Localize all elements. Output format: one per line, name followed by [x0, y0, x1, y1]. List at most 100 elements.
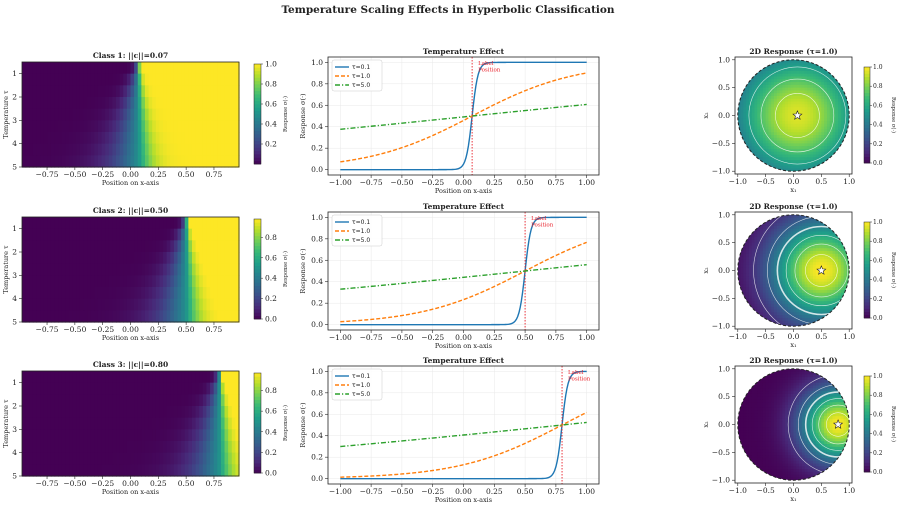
- heatmap-cell: [235, 287, 240, 300]
- disk-cell: [824, 234, 828, 238]
- disk-cell: [748, 82, 753, 86]
- disk-cell: [743, 162, 747, 167]
- disk-cell: [765, 90, 769, 94]
- colorbar-frame: [863, 66, 871, 164]
- heatmap-cell: [228, 85, 233, 98]
- heatmap-cell: [152, 394, 157, 407]
- disk-cell: [832, 165, 836, 169]
- heatmap-cell: [101, 310, 106, 323]
- heatmap-cell: [87, 108, 92, 121]
- disk-cell: [793, 70, 797, 75]
- disk-cell: [762, 146, 767, 150]
- disk-cell: [793, 162, 797, 167]
- colorbar-segment: [864, 70, 870, 74]
- heatmap-cell: [22, 298, 27, 311]
- disk-cell: [762, 323, 767, 327]
- heatmap-cell: [40, 73, 45, 86]
- disk-cell: [790, 276, 794, 280]
- heatmap-cell: [61, 406, 66, 419]
- disk-cell: [835, 107, 839, 111]
- disk-cell: [818, 135, 822, 139]
- disk-cell: [846, 248, 850, 252]
- disk-cell: [804, 165, 808, 169]
- heatmap-cell: [32, 240, 38, 253]
- colorbar-label: Response σ(·): [282, 96, 289, 132]
- disk-cell: [774, 129, 778, 133]
- disk-cell: [787, 256, 792, 260]
- disk-cell: [821, 248, 825, 252]
- disk-cell: [826, 309, 831, 313]
- disk-cell: [785, 65, 789, 69]
- disk-cell: [768, 104, 772, 108]
- disk-cell: [771, 251, 775, 255]
- heatmap-cell: [148, 371, 153, 384]
- disk-cell: [824, 317, 828, 322]
- disk-cell: [776, 132, 781, 136]
- disk-cell: [790, 62, 794, 66]
- heatmap-cell: [101, 155, 106, 168]
- disk-cell: [818, 96, 822, 100]
- disk-cell: [801, 317, 806, 322]
- heatmap-cell: [40, 394, 45, 407]
- disk-cell: [785, 140, 789, 144]
- heatmap-cell: [40, 155, 45, 168]
- heatmap-cell: [97, 394, 103, 407]
- heatmap-cell: [50, 298, 56, 311]
- disk-cell: [754, 93, 758, 97]
- disk-cell: [748, 237, 753, 241]
- disk-cell: [782, 101, 786, 105]
- disk-cell: [765, 129, 769, 133]
- disk-cell: [832, 126, 836, 130]
- disk-cell: [743, 129, 747, 133]
- disk-cell: [751, 242, 755, 246]
- disk-cell: [846, 276, 850, 280]
- heatmap-cell: [210, 240, 215, 253]
- heatmap-cell: [65, 217, 70, 230]
- heatmap-cell: [148, 97, 153, 110]
- heatmap-cell: [22, 310, 27, 323]
- disk-cell: [743, 223, 747, 227]
- disk-cell: [810, 65, 814, 69]
- disk-cell: [737, 165, 742, 169]
- heatmap-cell: [170, 97, 175, 110]
- disk-cell: [801, 278, 806, 283]
- disk-cell: [804, 68, 808, 72]
- heatmap-cell: [213, 217, 218, 230]
- y-tick-label: −1.0: [712, 322, 730, 331]
- disk-cell: [746, 140, 750, 144]
- disk-cell: [754, 223, 758, 227]
- heatmap-cell: [25, 240, 30, 253]
- disk-cell: [765, 214, 769, 219]
- disk-cell: [782, 228, 786, 232]
- disk-cell: [762, 320, 767, 324]
- disk-cell: [829, 101, 833, 105]
- disk-cell: [796, 259, 800, 263]
- heatmap-cell: [170, 120, 175, 133]
- disk-cell: [826, 168, 831, 172]
- heatmap-cell: [47, 85, 52, 98]
- disk-cell: [824, 70, 828, 75]
- disk-cell: [779, 168, 783, 172]
- disk-cell: [757, 135, 761, 139]
- disk-cell: [810, 115, 814, 119]
- disk-cell: [746, 157, 750, 161]
- disk-cell: [835, 65, 839, 69]
- disk-cell: [790, 82, 794, 86]
- heatmap-cell: [199, 240, 204, 253]
- heatmap-cell: [108, 120, 114, 133]
- disk-cell: [768, 239, 772, 244]
- heatmap-cell: [50, 97, 56, 110]
- disk-cell: [779, 228, 783, 232]
- disk-cell: [818, 143, 822, 147]
- disk-cell: [838, 84, 842, 89]
- disk-cell: [821, 295, 825, 299]
- disk-cell: [779, 242, 783, 246]
- disk-cell: [829, 301, 833, 305]
- heatmap-cell: [76, 155, 81, 168]
- disk-cell: [765, 132, 769, 136]
- disk-cell: [754, 320, 758, 324]
- heatmap-cell: [32, 417, 38, 430]
- colorbar-segment: [254, 305, 261, 310]
- heatmap-cell: [213, 275, 218, 288]
- heatmap-cell: [134, 252, 139, 265]
